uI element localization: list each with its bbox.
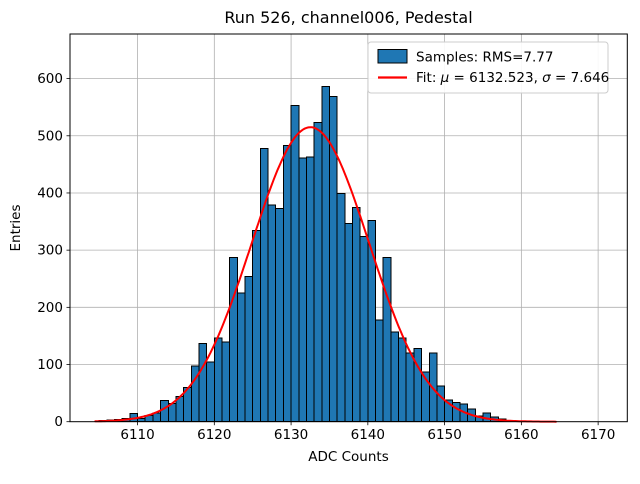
histogram-bar <box>229 257 238 423</box>
legend-label-fit: Fit: μ = 6132.523, σ = 7.646 <box>416 70 609 86</box>
x-tick-label: 6170 <box>581 427 615 443</box>
histogram-bar <box>344 222 353 423</box>
histogram-bar <box>275 207 284 423</box>
histogram-bar <box>313 122 323 423</box>
histogram-bar <box>206 361 215 423</box>
legend: Samples: RMS=7.77 Fit: μ = 6132.523, σ =… <box>367 41 609 94</box>
histogram-bar <box>137 417 146 423</box>
y-tick-label: 500 <box>37 128 63 144</box>
x-tick-label: 6110 <box>120 427 154 443</box>
histogram-bar <box>290 104 300 423</box>
y-tick-label: 300 <box>37 243 63 259</box>
y-tick-label: 400 <box>37 185 63 201</box>
x-tick-label: 6150 <box>427 427 461 443</box>
y-tick-label: 100 <box>37 357 63 373</box>
legend-label-samples: Samples: RMS=7.77 <box>416 50 553 66</box>
histogram-bar <box>259 147 269 423</box>
histogram-bar <box>359 235 369 423</box>
histogram-bar <box>390 331 400 423</box>
legend-box <box>367 41 609 94</box>
histogram-bar <box>298 157 307 423</box>
histogram-bar <box>152 412 162 423</box>
x-axis-label: ADC Counts <box>308 449 388 465</box>
x-tick-label: 6120 <box>197 427 231 443</box>
gaussian-fit-curve <box>94 126 557 423</box>
x-tick-label: 6160 <box>504 427 538 443</box>
histogram-bar <box>436 385 446 423</box>
histogram-bar <box>213 337 223 423</box>
x-tick-label: 6130 <box>274 427 308 443</box>
y-tick-label: 0 <box>54 414 63 430</box>
y-tick-labels: 0 100 200 300 400 500 600 <box>37 71 63 430</box>
chart-title: Run 526, channel006, Pedestal <box>224 8 472 27</box>
axis-ticks <box>66 78 599 426</box>
histogram-bar <box>282 145 292 423</box>
histogram-bar <box>160 400 169 423</box>
y-axis-label: Entries <box>8 204 24 251</box>
legend-samples-swatch <box>377 49 408 64</box>
histogram-bar <box>336 193 346 423</box>
y-tick-label: 200 <box>37 300 63 316</box>
histogram-bar <box>252 230 261 423</box>
histogram-bar <box>351 206 361 423</box>
histogram-bar <box>405 352 415 423</box>
histogram-bar <box>244 275 254 423</box>
histogram-bar <box>198 342 208 423</box>
histogram-bar <box>236 292 246 423</box>
histogram-bar <box>267 204 277 423</box>
x-tick-labels: 6110 6120 6130 6140 6150 6160 6170 <box>120 427 615 443</box>
histogram-bar <box>451 401 461 423</box>
histogram-bar <box>375 319 384 423</box>
histogram-bar <box>305 156 315 423</box>
x-tick-label: 6140 <box>351 427 385 443</box>
fit-curve-path <box>94 126 557 423</box>
histogram-bar <box>398 337 407 423</box>
axes-frame <box>69 33 628 423</box>
histogram-bar <box>382 257 392 423</box>
histogram-bar <box>221 341 231 423</box>
y-tick-label: 600 <box>37 71 63 87</box>
